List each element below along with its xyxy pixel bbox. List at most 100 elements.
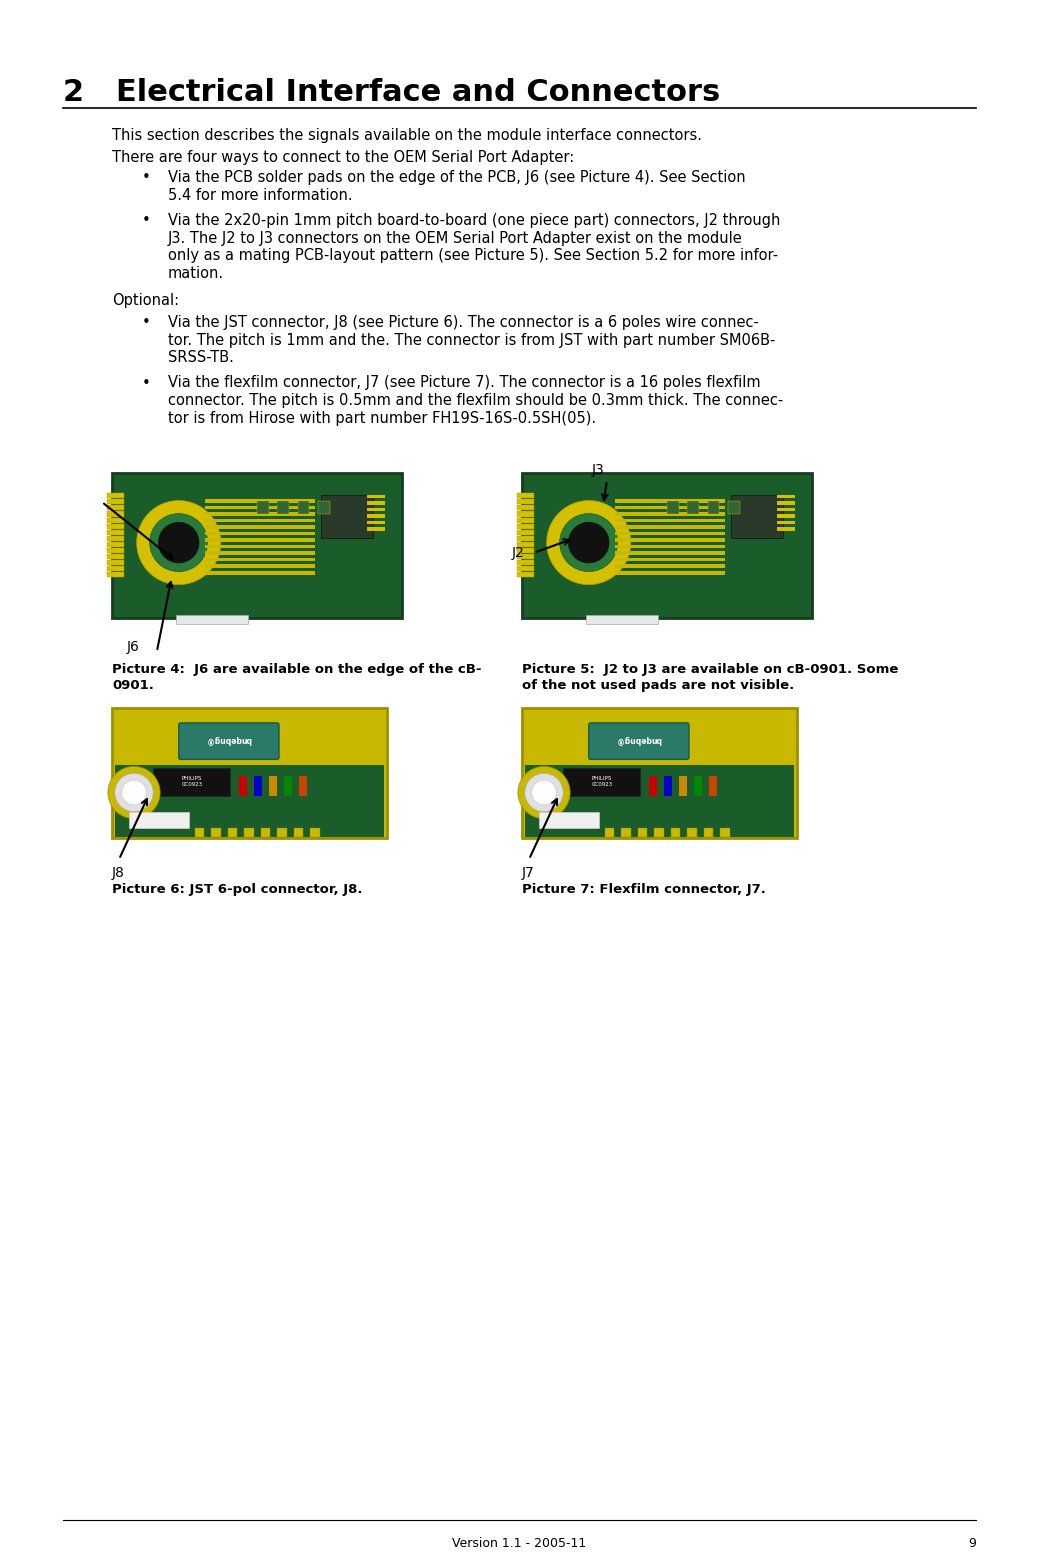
Bar: [703, 828, 713, 837]
Bar: [615, 558, 725, 561]
Bar: [615, 512, 725, 515]
Bar: [107, 506, 125, 511]
Circle shape: [568, 522, 609, 562]
Bar: [299, 776, 308, 797]
Bar: [777, 514, 795, 519]
Bar: [205, 564, 315, 569]
Bar: [687, 828, 696, 837]
Bar: [516, 548, 534, 553]
Text: of the not used pads are not visible.: of the not used pads are not visible.: [522, 679, 794, 692]
Text: Optional:: Optional:: [112, 294, 179, 308]
FancyBboxPatch shape: [522, 473, 812, 619]
Bar: [244, 828, 254, 837]
Bar: [205, 512, 315, 515]
Bar: [777, 495, 795, 498]
Circle shape: [137, 500, 220, 584]
Bar: [367, 501, 384, 505]
Bar: [615, 531, 725, 536]
Bar: [257, 500, 269, 514]
Bar: [107, 567, 125, 572]
Bar: [107, 511, 125, 517]
Bar: [194, 828, 204, 837]
Text: There are four ways to connect to the OEM Serial Port Adapter:: There are four ways to connect to the OE…: [112, 150, 575, 166]
Bar: [367, 508, 384, 511]
Text: J3. The J2 to J3 connectors on the OEM Serial Port Adapter exist on the module: J3. The J2 to J3 connectors on the OEM S…: [168, 231, 743, 245]
FancyBboxPatch shape: [179, 723, 279, 759]
Text: J7: J7: [522, 865, 535, 879]
Bar: [708, 500, 719, 514]
Bar: [688, 500, 699, 514]
Text: J8: J8: [112, 865, 125, 879]
Bar: [586, 615, 659, 623]
Bar: [205, 519, 315, 522]
Bar: [293, 828, 303, 837]
Bar: [621, 828, 631, 837]
Text: 2   Electrical Interface and Connectors: 2 Electrical Interface and Connectors: [63, 78, 720, 108]
Bar: [367, 495, 384, 498]
Bar: [667, 500, 678, 514]
Bar: [176, 615, 248, 623]
Bar: [516, 506, 534, 511]
Text: Version 1.1 - 2005-11: Version 1.1 - 2005-11: [452, 1537, 586, 1550]
Text: bnqebng®: bnqebng®: [206, 734, 251, 744]
Bar: [654, 828, 664, 837]
Text: •: •: [142, 316, 151, 330]
Text: Picture 5:  J2 to J3 are available on cB-0901. Some: Picture 5: J2 to J3 are available on cB-…: [522, 662, 899, 676]
Bar: [254, 776, 262, 797]
Bar: [615, 570, 725, 575]
Bar: [277, 500, 289, 514]
Bar: [239, 776, 246, 797]
Bar: [516, 494, 534, 498]
Bar: [777, 508, 795, 511]
Bar: [205, 500, 315, 503]
Bar: [107, 494, 125, 498]
Bar: [516, 567, 534, 572]
Bar: [107, 530, 125, 534]
Bar: [563, 769, 640, 797]
FancyBboxPatch shape: [589, 723, 689, 759]
Bar: [648, 776, 657, 797]
Bar: [516, 555, 534, 559]
Text: J3: J3: [592, 464, 605, 478]
Bar: [516, 523, 534, 528]
Bar: [777, 528, 795, 531]
Text: 5.4 for more information.: 5.4 for more information.: [168, 187, 352, 203]
Text: only as a mating PCB-layout pattern (see Picture 5). See Section 5.2 for more in: only as a mating PCB-layout pattern (see…: [168, 248, 778, 262]
Bar: [205, 531, 315, 536]
Bar: [261, 828, 270, 837]
Bar: [638, 828, 647, 837]
Bar: [205, 545, 315, 548]
Bar: [694, 776, 702, 797]
Text: tor is from Hirose with part number FH19S-16S-0.5SH(05).: tor is from Hirose with part number FH19…: [168, 411, 596, 425]
Circle shape: [114, 773, 153, 812]
Bar: [670, 828, 681, 837]
Text: PHILIPS
0C0923: PHILIPS 0C0923: [591, 776, 612, 787]
Bar: [516, 536, 534, 540]
Bar: [205, 558, 315, 561]
Bar: [107, 517, 125, 523]
Text: SRSS-TB.: SRSS-TB.: [168, 350, 234, 366]
Text: Via the PCB solder pads on the edge of the PCB, J6 (see Picture 4). See Section: Via the PCB solder pads on the edge of t…: [168, 170, 746, 184]
FancyBboxPatch shape: [522, 708, 797, 837]
Bar: [310, 828, 320, 837]
Bar: [615, 525, 725, 530]
Bar: [777, 520, 795, 525]
Text: 0901.: 0901.: [112, 679, 154, 692]
Bar: [516, 500, 534, 505]
Text: •: •: [142, 375, 151, 390]
Bar: [720, 828, 729, 837]
Bar: [114, 765, 384, 837]
Bar: [516, 572, 534, 578]
FancyBboxPatch shape: [112, 473, 402, 619]
Bar: [107, 523, 125, 528]
Circle shape: [560, 514, 618, 572]
Bar: [107, 542, 125, 547]
Text: PHILIPS
0C0923: PHILIPS 0C0923: [181, 776, 203, 787]
Circle shape: [547, 500, 631, 584]
FancyBboxPatch shape: [112, 708, 387, 837]
Bar: [284, 776, 292, 797]
Bar: [367, 514, 384, 519]
Text: J6: J6: [127, 640, 139, 654]
Text: •: •: [142, 212, 151, 228]
Text: Picture 6: JST 6-pol connector, J8.: Picture 6: JST 6-pol connector, J8.: [112, 883, 363, 897]
